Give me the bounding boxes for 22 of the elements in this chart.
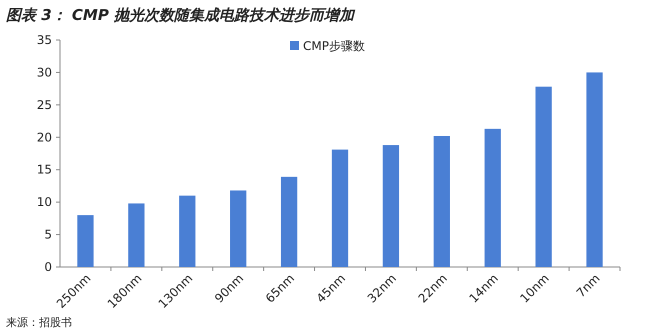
y-tick-label: 15 xyxy=(36,162,52,177)
bar xyxy=(434,136,450,267)
bar xyxy=(128,203,145,267)
bar xyxy=(179,196,196,267)
bar xyxy=(382,145,400,267)
y-tick-label: 20 xyxy=(36,130,52,144)
chart-title: 图表 3： CMP 抛光次数随集成电路技术进步而增加 xyxy=(6,6,356,24)
bar xyxy=(535,86,552,267)
legend-label: CMP步骤数 xyxy=(303,39,365,53)
y-tick-label: 5 xyxy=(44,228,52,242)
y-tick-label: 10 xyxy=(36,195,52,210)
bar xyxy=(332,150,348,267)
bar xyxy=(484,128,501,267)
bar xyxy=(77,215,94,267)
bar xyxy=(586,72,603,267)
bar xyxy=(230,190,246,267)
bar xyxy=(280,176,298,267)
y-tick-label: 25 xyxy=(36,98,52,112)
y-tick-label: 35 xyxy=(36,33,52,47)
source-note: 来源：招股书 xyxy=(6,316,72,329)
y-tick-label: 0 xyxy=(44,260,52,274)
y-tick-label: 30 xyxy=(36,65,52,80)
